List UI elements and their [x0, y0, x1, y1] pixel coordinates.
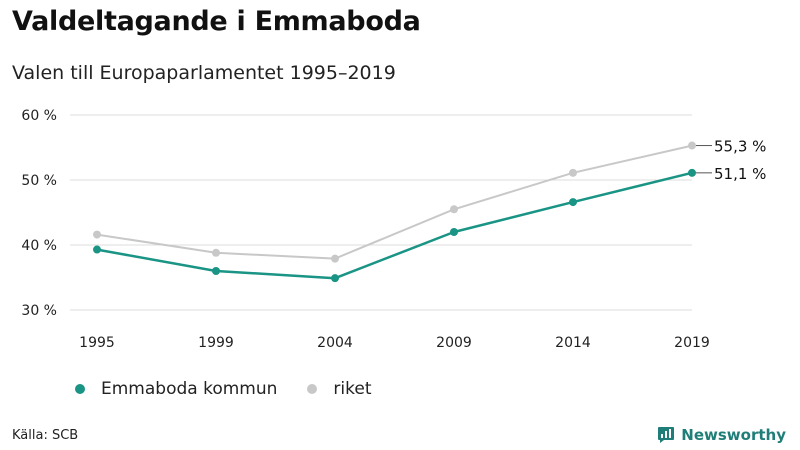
data-point-emmaboda	[212, 267, 220, 275]
data-point-riket	[450, 205, 458, 214]
legend-label-emmaboda: Emmaboda kommun	[101, 379, 278, 399]
x-tick-label: 1995	[79, 335, 115, 351]
x-tick-label: 1999	[198, 335, 234, 351]
end-value-label-riket: 55,3 %	[714, 138, 766, 156]
source-note: Källa: SCB	[12, 428, 79, 443]
y-tick-label: 40 %	[21, 238, 57, 254]
x-tick-label: 2009	[436, 335, 472, 351]
newsworthy-logo-icon	[658, 427, 675, 443]
end-value-label-emmaboda: 51,1 %	[714, 165, 766, 183]
chart-title: Valdeltagande i Emmaboda	[12, 6, 421, 37]
series-line-emmaboda	[96, 171, 693, 280]
x-tick-label: 2014	[555, 335, 591, 351]
legend: Emmaboda kommun riket	[75, 379, 401, 399]
data-point-emmaboda	[331, 274, 339, 283]
series-line-riket	[96, 144, 693, 260]
legend-item-riket: riket	[307, 379, 371, 399]
x-tick-label: 2004	[317, 335, 353, 351]
legend-marker-riket	[307, 384, 318, 394]
data-point-riket	[212, 248, 220, 257]
data-point-riket	[331, 254, 339, 263]
data-point-riket	[93, 230, 101, 239]
y-tick-label: 60 %	[21, 108, 57, 124]
y-tick-label: 30 %	[21, 303, 57, 319]
data-point-emmaboda	[688, 168, 696, 177]
data-point-riket	[569, 168, 577, 177]
x-tick-label: 2019	[674, 335, 710, 351]
data-point-emmaboda	[569, 198, 577, 207]
data-point-emmaboda	[93, 245, 101, 254]
data-point-emmaboda	[450, 228, 458, 236]
data-point-riket	[688, 141, 696, 150]
legend-label-riket: riket	[333, 379, 372, 399]
y-tick-label: 50 %	[21, 173, 57, 189]
brand-name: Newsworthy	[681, 426, 786, 444]
legend-item-emmaboda: Emmaboda kommun	[75, 379, 277, 399]
brand-logo: Newsworthy	[657, 426, 786, 444]
chart-subtitle: Valen till Europaparlamentet 1995–2019	[12, 62, 396, 84]
legend-marker-emmaboda	[75, 384, 85, 394]
